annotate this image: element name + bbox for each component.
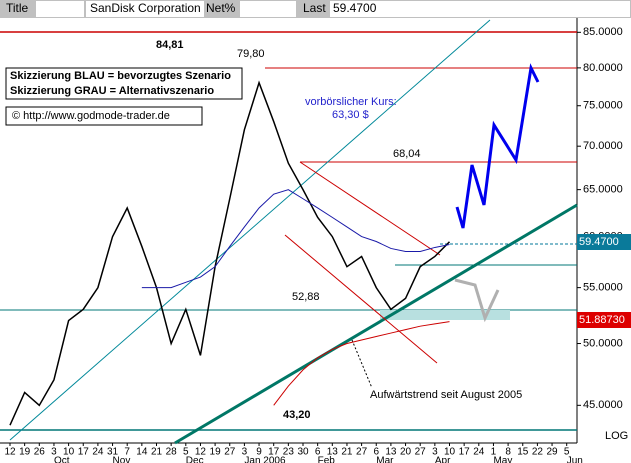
note-box — [5, 106, 203, 126]
field — [330, 1, 630, 17]
scenario-grey — [454, 278, 500, 323]
x-tick-label: 10 — [63, 447, 75, 458]
annotation: Aufwärtstrend seit August 2005 — [370, 389, 522, 401]
header-last-value: 59.4700 — [333, 1, 377, 15]
price-tag-label: 59.4700 — [579, 236, 619, 248]
y-tick-label: 70.0000 — [583, 140, 623, 152]
channel — [299, 161, 441, 256]
x-tick-label: 5 — [564, 447, 570, 458]
month-label: May — [493, 456, 512, 463]
trend-line — [174, 203, 578, 445]
x-tick-label: 19 — [19, 447, 31, 458]
y-tick-label: 50.0000 — [583, 337, 623, 349]
x-tick-label: 19 — [210, 447, 222, 458]
x-tick-label: 31 — [107, 447, 119, 458]
note-box — [5, 67, 243, 100]
x-tick-label: 13 — [327, 447, 339, 458]
x-tick-label: 17 — [78, 447, 90, 458]
pointer — [351, 339, 373, 389]
header-name: SanDisk Corporation — [90, 1, 201, 15]
annotation: LOG — [605, 430, 628, 442]
month-label: Feb — [318, 456, 336, 463]
annotation: 63,30 $ — [332, 109, 369, 121]
y-tick-label: 55.0000 — [583, 282, 623, 294]
price-tag — [577, 234, 631, 250]
x-tick-label: 12 — [4, 447, 16, 458]
annotation: Skizzierung BLAU = bevorzugtes Szenario — [10, 70, 231, 82]
month-label: Jan 2006 — [244, 456, 286, 463]
series-line — [141, 189, 450, 289]
trend-line — [9, 19, 491, 441]
annotation: 43,20 — [283, 409, 311, 421]
x-tick-label: 7 — [124, 447, 130, 458]
y-tick-label: 45.0000 — [583, 399, 623, 411]
x-tick-label: 5 — [183, 447, 189, 458]
annotation: 68,04 — [393, 148, 421, 160]
series-line — [9, 80, 451, 426]
x-tick-label: 27 — [415, 447, 427, 458]
x-tick-label: 29 — [546, 447, 558, 458]
x-tick-label: 6 — [315, 447, 321, 458]
plot: 45.000050.000055.000060.000065.000070.00… — [4, 26, 622, 463]
annotation: 84,81 — [156, 39, 184, 51]
x-tick-label: 13 — [385, 447, 397, 458]
x-tick-label: 17 — [268, 447, 280, 458]
month-label: Nov — [113, 456, 131, 463]
y-tick-label: 65.0000 — [583, 184, 623, 196]
x-tick-label: 3 — [432, 447, 438, 458]
month-label: Oct — [54, 456, 70, 463]
x-tick-label: 8 — [505, 447, 511, 458]
month-label: Apr — [435, 456, 451, 463]
header-net: Net% — [206, 1, 236, 15]
x-tick-label: 14 — [136, 447, 148, 458]
header-title: Title — [6, 1, 29, 15]
field — [240, 1, 296, 17]
month-label: Jun — [567, 456, 583, 463]
price-tag-label: 51.88730 — [579, 314, 625, 326]
annotation: 52,88 — [292, 291, 320, 303]
month-label: Dec — [186, 456, 204, 463]
x-tick-label: 20 — [400, 447, 412, 458]
annotation: 79,80 — [237, 48, 265, 60]
annotation: © http://www.godmode-trader.de — [12, 110, 170, 122]
x-tick-label: 24 — [473, 447, 485, 458]
channel — [284, 234, 438, 364]
x-tick-label: 22 — [532, 447, 544, 458]
x-tick-label: 21 — [341, 447, 353, 458]
x-tick-label: 28 — [166, 447, 178, 458]
y-tick-label: 80.0000 — [583, 62, 623, 74]
header-last: Last — [303, 1, 326, 15]
x-tick-label: 27 — [224, 447, 236, 458]
x-tick-label: 21 — [151, 447, 163, 458]
x-tick-label: 26 — [34, 447, 46, 458]
x-tick-label: 10 — [444, 447, 456, 458]
x-tick-label: 27 — [356, 447, 368, 458]
x-tick-label: 3 — [242, 447, 248, 458]
header: Title SanDisk Corporation Net% Last 59.4… — [0, 0, 631, 18]
series-line — [273, 321, 450, 406]
x-tick-label: 15 — [517, 447, 529, 458]
field — [86, 1, 204, 17]
x-tick-label: 12 — [195, 447, 207, 458]
x-tick-label: 30 — [297, 447, 309, 458]
annotation: Skizzierung GRAU = Alternativszenario — [10, 85, 214, 97]
month-label: Mar — [376, 456, 394, 463]
x-tick-label: 6 — [373, 447, 379, 458]
x-tick-label: 17 — [459, 447, 471, 458]
scenario-blue — [455, 63, 540, 229]
x-tick-label: 3 — [51, 447, 57, 458]
y-tick-label: 75.0000 — [583, 100, 623, 112]
y-tick-label: 85.0000 — [583, 26, 623, 38]
x-tick-label: 1 — [491, 447, 497, 458]
x-tick-label: 24 — [92, 447, 104, 458]
x-tick-label: 9 — [256, 447, 262, 458]
x-tick-label: 23 — [283, 447, 295, 458]
annotation: vorbörslicher Kurs: — [305, 96, 397, 108]
price-tag — [577, 312, 631, 328]
field — [36, 1, 84, 17]
zone — [380, 310, 510, 320]
